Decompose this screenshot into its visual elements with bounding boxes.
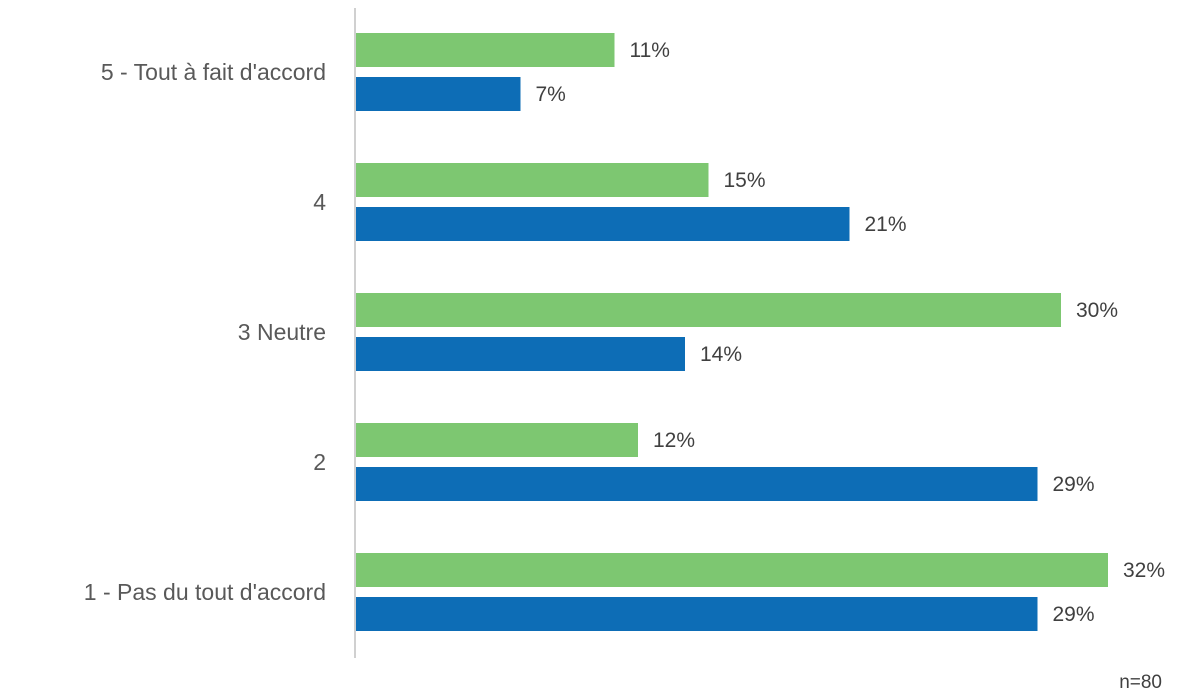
data-label: 21% <box>865 213 907 236</box>
data-label: 15% <box>724 169 766 192</box>
bar <box>356 553 1108 587</box>
bars-layer <box>356 33 1108 631</box>
bar <box>356 293 1061 327</box>
data-label: 32% <box>1123 559 1165 582</box>
data-label: 12% <box>653 429 695 452</box>
category-label: 5 - Tout à fait d'accord <box>101 59 326 85</box>
bar <box>356 423 638 457</box>
bar <box>356 337 685 371</box>
data-label: 29% <box>1053 473 1095 496</box>
labels-layer: 5 - Tout à fait d'accord 11% 7% 4 15% 21% 3 Ne… <box>84 39 1165 626</box>
bar <box>356 163 709 197</box>
bar <box>356 207 850 241</box>
data-label: 30% <box>1076 299 1118 322</box>
data-label: 14% <box>700 343 742 366</box>
data-label: 29% <box>1053 603 1095 626</box>
category-label: 2 <box>313 449 326 475</box>
category-label: 3 Neutre <box>238 319 326 345</box>
bar <box>356 597 1038 631</box>
bar <box>356 33 615 67</box>
bar <box>356 77 521 111</box>
data-label: 11% <box>630 39 670 62</box>
category-label: 1 - Pas du tout d'accord <box>84 579 326 605</box>
category-label: 4 <box>313 189 326 215</box>
data-label: 7% <box>536 83 566 106</box>
bar <box>356 467 1038 501</box>
sample-size-note: n=80 <box>1119 672 1162 692</box>
